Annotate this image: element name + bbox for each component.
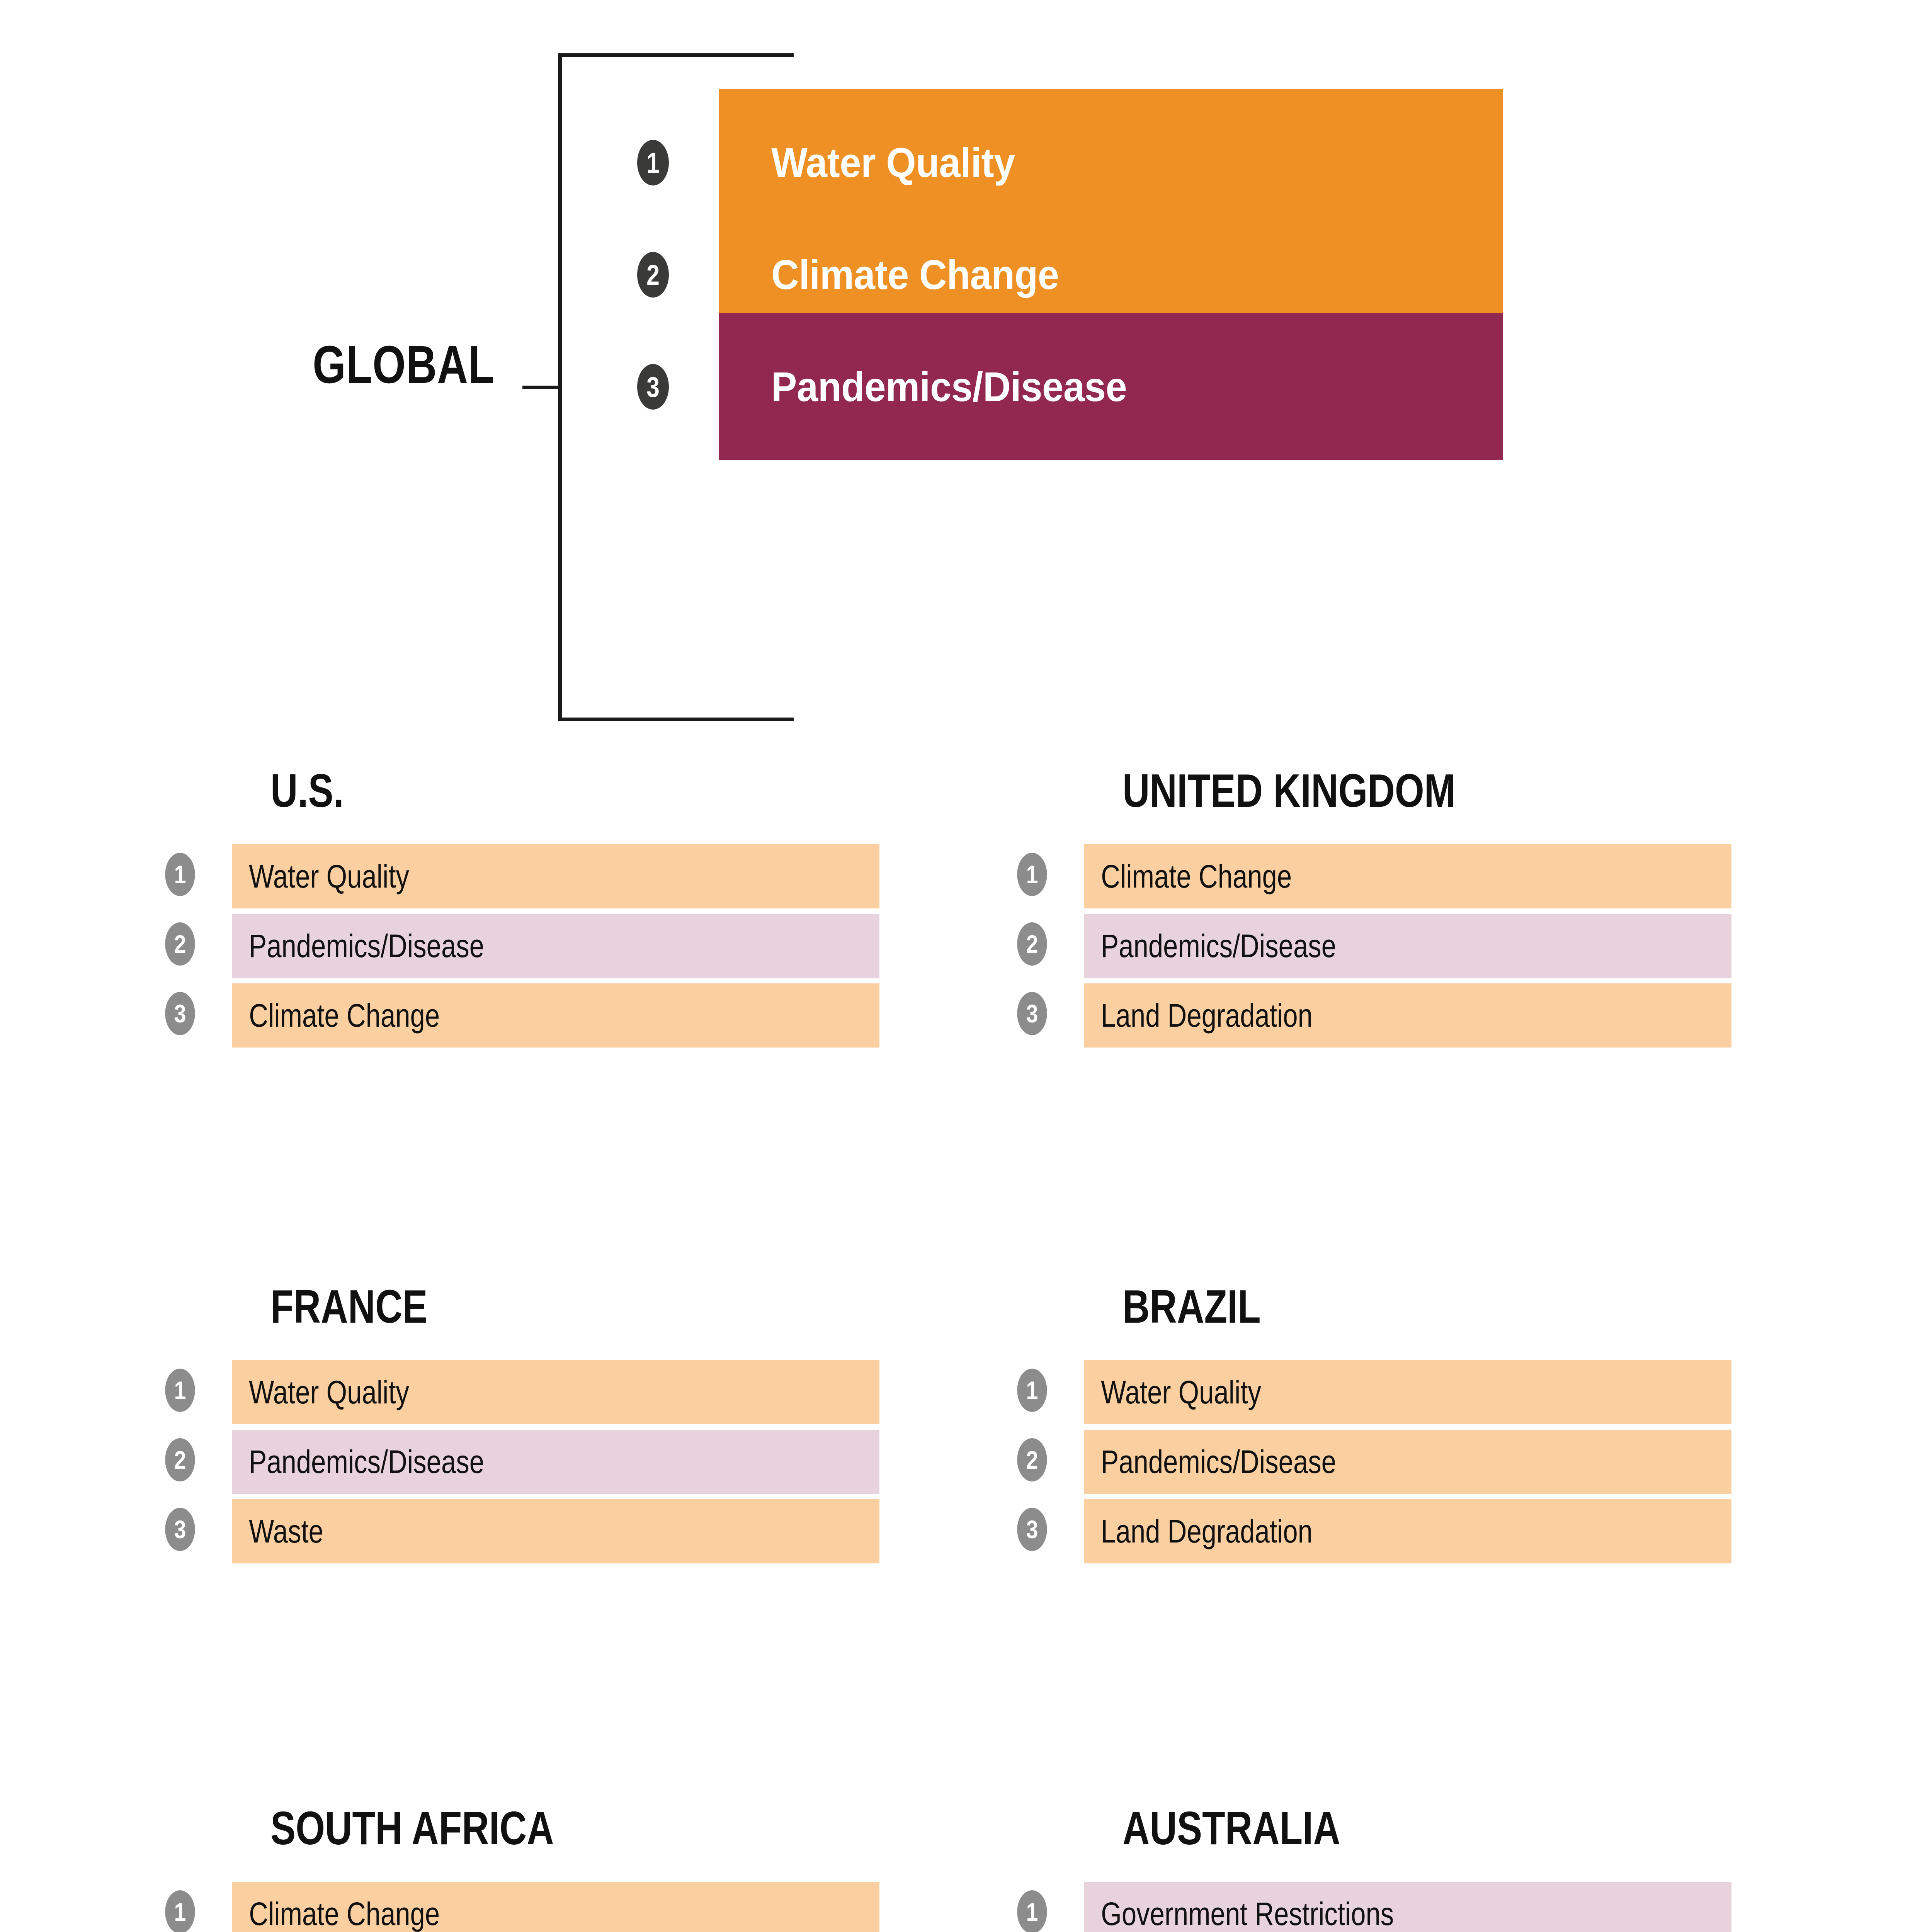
country-card: U.S. 1 Water Quality 2 Pandemics/Disease 3 Cli… <box>162 767 935 1061</box>
global-section: GLOBAL 1 Water Quality 2 Climate Change 3 Pan… <box>0 0 1932 746</box>
country-rank-row[interactable]: 3 Waste <box>162 1499 881 1563</box>
global-issue-bar[interactable]: Pandemics/Disease <box>719 313 1503 460</box>
global-bracket-stub <box>522 386 561 389</box>
country-rank-row[interactable]: 2 Pandemics/Disease <box>162 1430 881 1494</box>
country-issue-bar[interactable]: Waste <box>232 1499 879 1563</box>
country-title: SOUTH AFRICA <box>270 1802 554 1854</box>
country-issue-bar[interactable]: Pandemics/Disease <box>1084 914 1731 978</box>
country-issue-label: Climate Change <box>249 997 440 1034</box>
rank-badge: 3 <box>1017 1508 1047 1551</box>
country-issue-bar[interactable]: Water Quality <box>232 1360 879 1424</box>
country-card: BRAZIL 1 Water Quality 2 Pandemics/Disease 3 L… <box>1014 1283 1787 1577</box>
country-issue-label: Land Degradation <box>1101 997 1313 1034</box>
country-card: FRANCE 1 Water Quality 2 Pandemics/Disease 3 W… <box>162 1283 935 1577</box>
rank-badge: 1 <box>165 1890 195 1932</box>
country-rank-row[interactable]: 3 Land Degradation <box>1014 1499 1733 1563</box>
rank-badge: 1 <box>165 1369 195 1412</box>
country-issue-label: Pandemics/Disease <box>249 1443 485 1480</box>
country-card: UNITED KINGDOM 1 Climate Change 2 Pandemics/… <box>1014 767 1787 1061</box>
country-issue-label: Climate Change <box>1101 858 1292 895</box>
rank-badge: 2 <box>165 1438 195 1481</box>
global-bracket <box>558 53 794 721</box>
rank-badge: 3 <box>637 364 669 410</box>
rank-badge: 1 <box>637 140 669 185</box>
rank-badge: 2 <box>165 922 195 966</box>
country-issue-label: Water Quality <box>249 1374 409 1410</box>
country-rank-row[interactable]: 3 Land Degradation <box>1014 983 1733 1048</box>
global-rank-row[interactable]: 3 Pandemics/Disease <box>634 313 1507 460</box>
country-rank-row[interactable]: 1 Climate Change <box>1014 844 1733 908</box>
bracket-bottom-arm <box>558 718 794 721</box>
country-issue-label: Climate Change <box>249 1895 440 1932</box>
global-label: GLOBAL <box>313 335 495 395</box>
country-issue-label: Pandemics/Disease <box>1101 927 1337 964</box>
country-rank-row[interactable]: 1 Climate Change <box>162 1882 881 1932</box>
country-title: FRANCE <box>270 1280 428 1333</box>
global-issue-label: Pandemics/Disease <box>771 363 1127 410</box>
global-issue-label: Climate Change <box>771 251 1059 298</box>
country-issue-bar[interactable]: Climate Change <box>232 1882 879 1932</box>
country-issue-bar[interactable]: Pandemics/Disease <box>232 1430 879 1494</box>
country-rank-row[interactable]: 1 Government Restrictions <box>1014 1882 1733 1932</box>
rank-badge: 2 <box>1017 1438 1047 1481</box>
country-rank-row[interactable]: 3 Climate Change <box>162 983 881 1048</box>
country-issue-label: Waste <box>249 1513 323 1549</box>
country-rank-row[interactable]: 1 Water Quality <box>162 1360 881 1424</box>
country-rank-row[interactable]: 2 Pandemics/Disease <box>1014 1430 1733 1494</box>
rank-badge: 3 <box>165 992 195 1035</box>
country-issue-bar[interactable]: Land Degradation <box>1084 1499 1731 1563</box>
rank-badge: 2 <box>637 252 669 298</box>
bracket-top-arm <box>558 53 794 57</box>
bracket-vertical-line <box>558 53 562 721</box>
country-issue-label: Government Restrictions <box>1101 1895 1394 1932</box>
country-issue-bar[interactable]: Climate Change <box>232 983 879 1048</box>
country-rank-row[interactable]: 1 Water Quality <box>1014 1360 1733 1424</box>
country-rank-row[interactable]: 1 Water Quality <box>162 844 881 908</box>
country-title: AUSTRALIA <box>1122 1802 1340 1854</box>
rank-badge: 1 <box>1017 853 1047 896</box>
country-title: UNITED KINGDOM <box>1122 764 1456 817</box>
country-issue-label: Water Quality <box>249 858 409 895</box>
country-issue-bar[interactable]: Water Quality <box>232 844 879 908</box>
rank-badge: 3 <box>165 1508 195 1551</box>
country-issue-bar[interactable]: Climate Change <box>1084 844 1731 908</box>
rank-badge: 2 <box>1017 922 1047 966</box>
country-issue-bar[interactable]: Pandemics/Disease <box>232 914 879 978</box>
rank-badge: 1 <box>1017 1890 1047 1932</box>
country-issue-label: Pandemics/Disease <box>1101 1443 1337 1480</box>
country-issue-label: Pandemics/Disease <box>249 927 485 964</box>
rank-badge: 1 <box>1017 1369 1047 1412</box>
country-rank-row[interactable]: 2 Pandemics/Disease <box>1014 914 1733 978</box>
country-rank-row[interactable]: 2 Pandemics/Disease <box>162 914 881 978</box>
country-issue-label: Land Degradation <box>1101 1513 1313 1549</box>
country-issue-bar[interactable]: Government Restrictions <box>1084 1882 1731 1932</box>
rank-badge: 3 <box>1017 992 1047 1035</box>
country-issue-label: Water Quality <box>1101 1374 1261 1410</box>
country-title: U.S. <box>270 764 344 817</box>
country-issue-bar[interactable]: Land Degradation <box>1084 983 1731 1048</box>
country-issue-bar[interactable]: Pandemics/Disease <box>1084 1430 1731 1494</box>
rank-badge: 1 <box>165 853 195 896</box>
country-issue-bar[interactable]: Water Quality <box>1084 1360 1731 1424</box>
global-issue-label: Water Quality <box>771 139 1015 186</box>
country-title: BRAZIL <box>1122 1280 1261 1333</box>
